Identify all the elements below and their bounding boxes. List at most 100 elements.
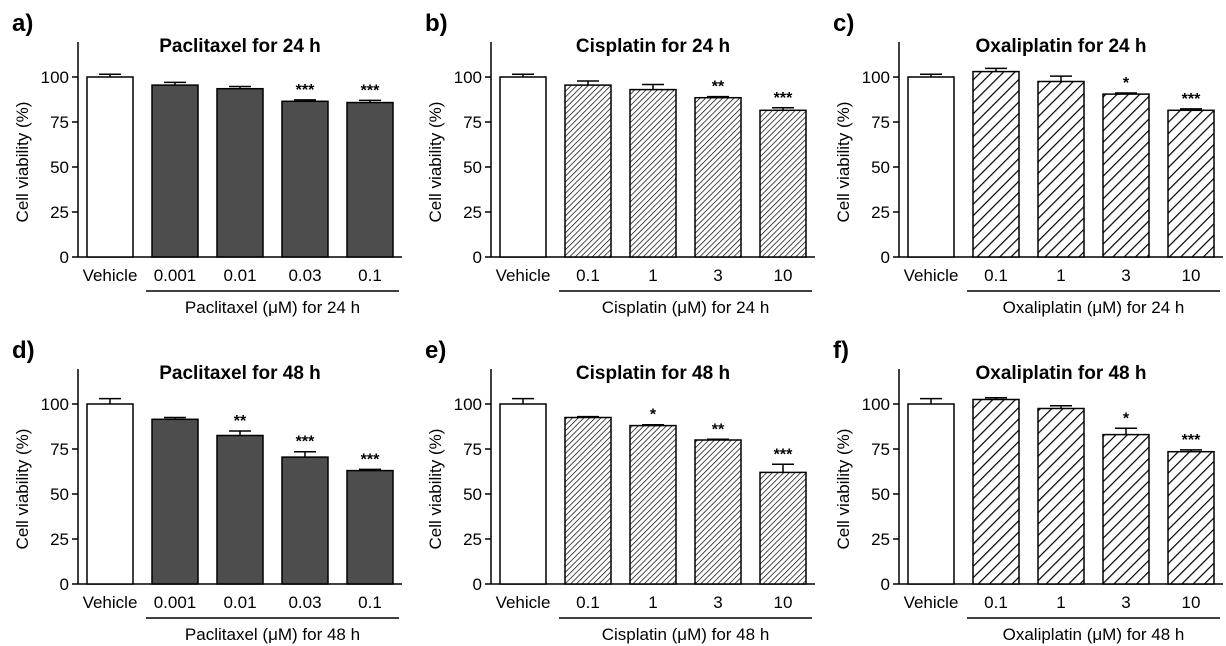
x-tick-label: 10 (774, 266, 793, 285)
chart-panel-4: d) Paclitaxel for 48 h Cell viability (%) 0… (12, 337, 402, 644)
significance-marker: ** (712, 79, 725, 96)
y-tick-label: 50 (463, 485, 482, 504)
y-tick-label: 100 (862, 395, 890, 414)
x-tick-label: 0.1 (358, 266, 382, 285)
y-tick-label: 100 (41, 68, 69, 87)
significance-marker: *** (361, 82, 380, 99)
chart-panel-5: e) Cisplatin for 48 h Cell viability (%) 0 2… (425, 337, 815, 644)
chart-title: Paclitaxel for 48 h (159, 363, 321, 384)
bar-3 (281, 100, 329, 258)
panel-label: b) (425, 10, 448, 37)
significance-marker: ** (234, 413, 247, 430)
panel-label: a) (12, 10, 33, 37)
x-tick-label: Vehicle (904, 266, 959, 285)
y-tick-label: 25 (463, 203, 482, 222)
bar-0 (499, 403, 547, 585)
bar-4 (759, 109, 807, 258)
panel-label: f) (833, 337, 849, 364)
x-tick-label: 1 (1056, 266, 1065, 285)
significance-marker: *** (1182, 91, 1201, 108)
x-axis-label: Oxaliplatin (μM) for 48 h (1003, 625, 1185, 644)
x-tick-label: 10 (774, 593, 793, 612)
significance-marker: *** (361, 451, 380, 468)
bar-1 (972, 398, 1020, 585)
x-axis-label: Oxaliplatin (μM) for 24 h (1003, 298, 1185, 317)
bar-3 (1102, 433, 1150, 585)
x-tick-label: 0.1 (984, 266, 1008, 285)
bar-4 (346, 469, 394, 585)
bar-1 (151, 84, 199, 258)
y-tick-label: 75 (871, 113, 890, 132)
y-tick-label: 25 (871, 530, 890, 549)
y-axis-label: Cell viability (%) (13, 102, 32, 223)
y-tick-label: 25 (463, 530, 482, 549)
bar-0 (86, 76, 134, 258)
significance-marker: * (1123, 410, 1130, 427)
bar-2 (216, 87, 264, 258)
x-tick-label: Vehicle (83, 266, 138, 285)
x-axis-label: Paclitaxel (μM) for 24 h (185, 298, 360, 317)
x-tick-label: 0.03 (288, 593, 321, 612)
significance-marker: *** (774, 90, 793, 107)
significance-marker: *** (296, 434, 315, 451)
x-tick-label: Vehicle (496, 593, 551, 612)
y-tick-label: 0 (473, 575, 482, 594)
y-tick-label: 75 (463, 113, 482, 132)
x-tick-label: 3 (1121, 266, 1130, 285)
x-tick-label: 0.1 (984, 593, 1008, 612)
x-tick-label: Vehicle (904, 593, 959, 612)
y-tick-label: 75 (463, 440, 482, 459)
x-tick-label: 10 (1182, 266, 1201, 285)
significance-marker: * (1123, 75, 1130, 92)
x-tick-label: Vehicle (83, 593, 138, 612)
panel-label: c) (833, 10, 854, 37)
y-tick-label: 0 (473, 248, 482, 267)
significance-marker: * (650, 407, 657, 424)
bar-3 (694, 96, 742, 258)
y-axis-label: Cell viability (%) (834, 102, 853, 223)
chart-title: Oxaliplatin for 48 h (975, 363, 1146, 384)
bar-3 (694, 439, 742, 585)
y-tick-label: 50 (50, 158, 69, 177)
bar-0 (907, 76, 955, 258)
chart-panel-2: b) Cisplatin for 24 h Cell viability (%) 0 2… (425, 10, 815, 317)
bar-0 (86, 403, 134, 585)
y-axis-label: Cell viability (%) (13, 429, 32, 550)
bar-0 (907, 403, 955, 585)
bar-2 (1037, 407, 1085, 585)
bar-4 (759, 471, 807, 585)
y-tick-label: 25 (871, 203, 890, 222)
x-tick-label: 1 (648, 593, 657, 612)
bar-1 (151, 418, 199, 585)
y-tick-label: 0 (60, 575, 69, 594)
x-tick-label: 3 (713, 593, 722, 612)
y-tick-label: 0 (881, 575, 890, 594)
chart-title: Cisplatin for 48 h (576, 363, 730, 384)
bar-1 (564, 416, 612, 585)
bar-4 (1167, 109, 1215, 258)
chart-panel-6: f) Oxaliplatin for 48 h Cell viability (%)… (833, 337, 1223, 644)
bar-2 (629, 88, 677, 258)
x-tick-label: 0.1 (576, 593, 600, 612)
chart-panel-3: c) Oxaliplatin for 24 h Cell viability (%)… (833, 10, 1223, 317)
chart-title: Cisplatin for 24 h (576, 36, 730, 57)
x-tick-label: 0.1 (358, 593, 382, 612)
y-tick-label: 0 (60, 248, 69, 267)
x-tick-label: 3 (713, 266, 722, 285)
y-tick-label: 100 (862, 68, 890, 87)
y-tick-label: 75 (50, 113, 69, 132)
bar-1 (972, 70, 1020, 258)
x-tick-label: 1 (1056, 593, 1065, 612)
y-tick-label: 50 (871, 158, 890, 177)
bar-4 (1167, 450, 1215, 585)
x-tick-label: 0.001 (154, 266, 197, 285)
significance-marker: *** (774, 446, 793, 463)
y-tick-label: 25 (50, 203, 69, 222)
chart-title: Oxaliplatin for 24 h (975, 36, 1146, 57)
y-tick-label: 75 (50, 440, 69, 459)
bar-0 (499, 76, 547, 258)
y-tick-label: 75 (871, 440, 890, 459)
x-tick-label: 0.01 (223, 593, 256, 612)
y-tick-label: 50 (871, 485, 890, 504)
x-axis-label: Cisplatin (μM) for 48 h (602, 625, 770, 644)
